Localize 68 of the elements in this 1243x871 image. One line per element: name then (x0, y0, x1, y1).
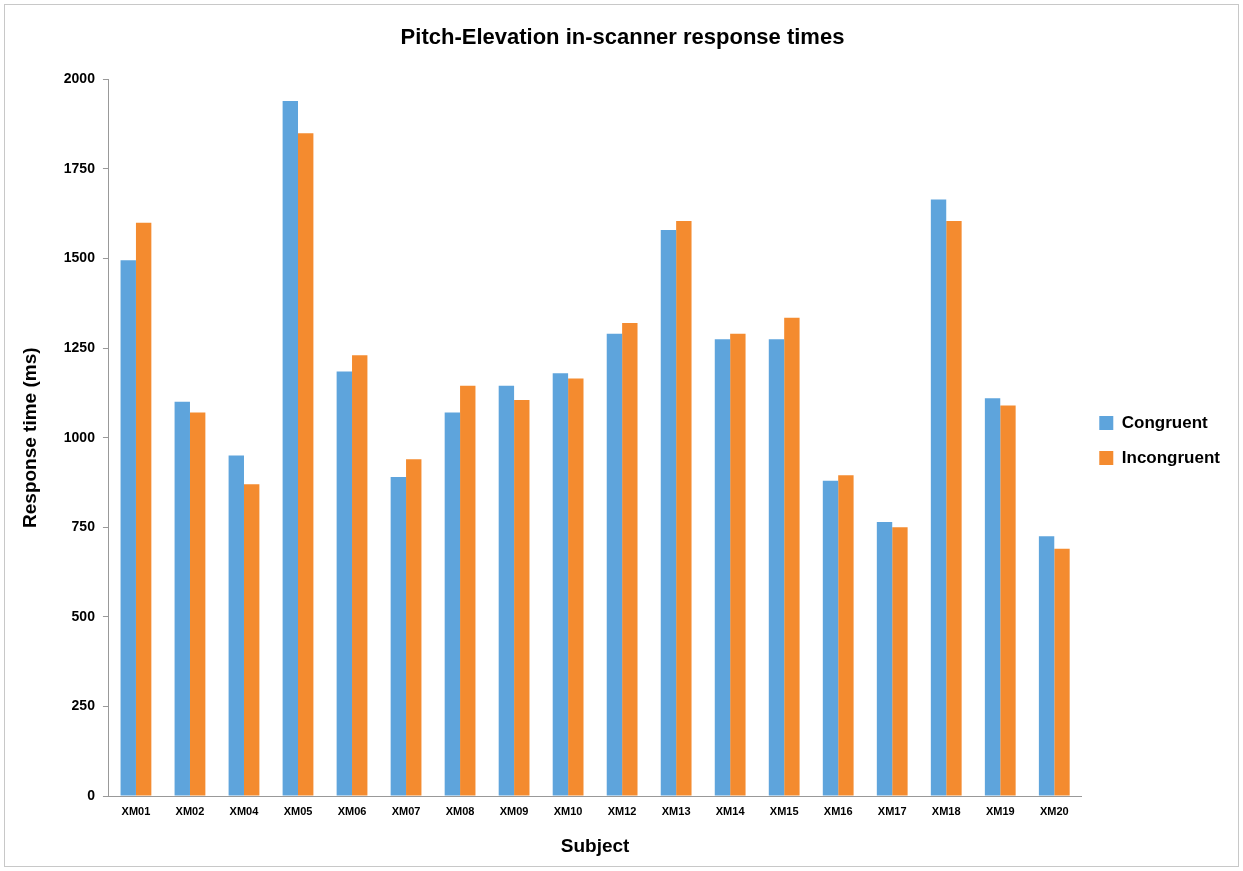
bar (606, 333, 623, 796)
x-tick-label: XM10 (553, 804, 583, 817)
bar (568, 378, 584, 796)
y-tick-label: 1500 (63, 249, 96, 266)
bar (298, 133, 314, 796)
bar (498, 385, 515, 796)
bar (660, 229, 677, 796)
x-tick-label: XM20 (1039, 804, 1069, 817)
bar (930, 199, 947, 796)
x-tick-label: XM07 (391, 804, 421, 817)
y-tick-label: 500 (71, 607, 96, 624)
bar (676, 220, 692, 796)
bar (282, 100, 299, 796)
x-tick-label: XM01 (121, 804, 151, 817)
x-tick-label: XM17 (877, 804, 907, 817)
legend-label: Incongruent (1121, 447, 1221, 467)
y-tick-label: 1750 (63, 159, 96, 176)
bar (714, 339, 731, 796)
bar (135, 222, 152, 796)
x-tick-label: XM12 (607, 804, 637, 817)
x-tick-label: XM18 (931, 804, 961, 817)
x-tick-label: XM13 (661, 804, 691, 817)
bar (946, 220, 962, 796)
y-tick-label: 750 (71, 518, 96, 535)
bar (228, 455, 244, 796)
x-axis-title: Subject (560, 834, 631, 856)
bar (390, 477, 407, 796)
bar (784, 317, 800, 796)
y-tick-label: 1250 (63, 338, 96, 355)
y-axis-title: Response time (ms) (18, 347, 40, 528)
x-tick-label: XM02 (175, 804, 205, 817)
bar (120, 260, 136, 796)
bar (189, 412, 206, 796)
bar (174, 401, 190, 796)
x-tick-label: XM15 (769, 804, 799, 817)
bar (838, 475, 854, 796)
x-tick-label: XM08 (445, 804, 475, 817)
y-tick-label: 0 (87, 786, 96, 803)
bar (552, 373, 569, 796)
chart-title: Pitch-Elevation in-scanner response times (400, 24, 845, 50)
bar (768, 339, 785, 796)
bar (892, 527, 908, 796)
bar (1000, 405, 1016, 796)
x-tick-label: XM16 (823, 804, 853, 817)
x-tick-label: XM04 (229, 804, 260, 817)
bar (1054, 548, 1070, 796)
x-tick-label: XM05 (283, 804, 313, 817)
y-tick-label: 2000 (63, 70, 96, 87)
y-tick-label: 250 (71, 697, 96, 714)
y-tick-label: 1000 (63, 428, 96, 445)
bar (243, 484, 260, 796)
x-tick-label: XM14 (715, 804, 746, 817)
bar (622, 323, 638, 796)
bar (822, 480, 839, 796)
x-tick-label: XM19 (985, 804, 1015, 817)
bar (730, 333, 746, 796)
bar (984, 398, 1001, 796)
bar (352, 355, 368, 796)
bar (876, 521, 893, 796)
bar (444, 412, 461, 796)
x-tick-label: XM06 (337, 804, 367, 817)
bar (514, 400, 530, 796)
bar (460, 385, 476, 796)
bar (336, 371, 353, 796)
bar (1038, 536, 1055, 796)
x-tick-label: XM09 (499, 804, 529, 817)
legend-label: Congruent (1121, 412, 1209, 432)
bar (406, 459, 422, 796)
